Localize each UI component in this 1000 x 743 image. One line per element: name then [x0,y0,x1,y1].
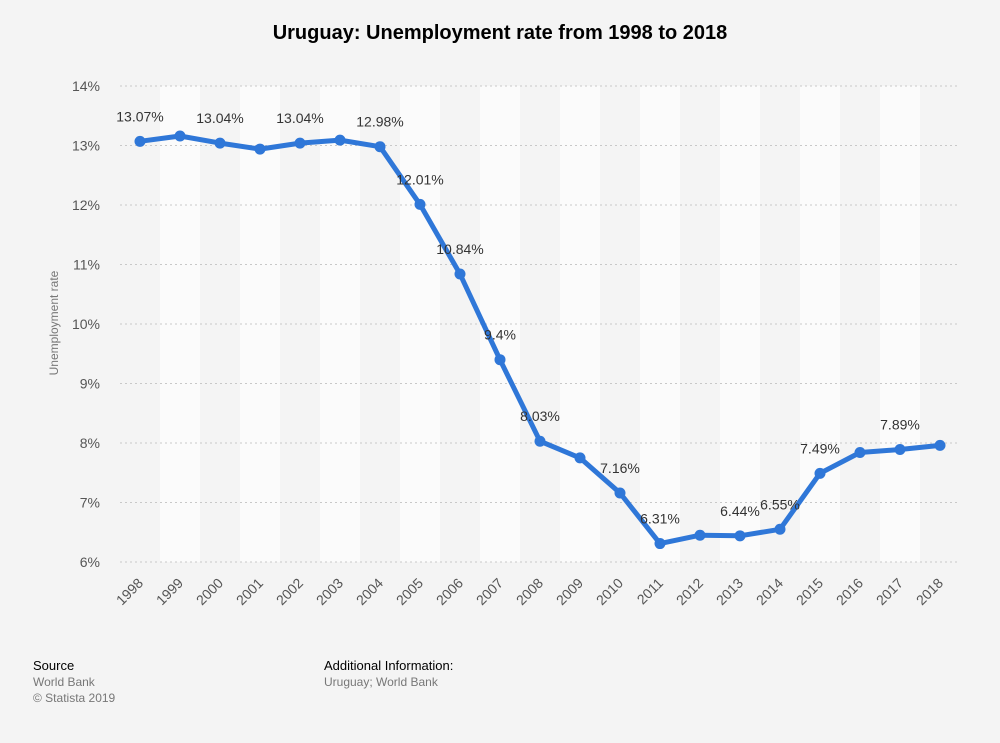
x-tick-label: 2010 [593,575,626,608]
x-tick-label: 2018 [913,575,946,608]
y-tick-label: 7% [80,495,100,511]
data-point[interactable] [494,354,506,366]
data-label: 7.49% [800,440,840,456]
y-axis-ticks: 6% 7% 8% 9% 10% 11% 12% 13% 14% [72,78,100,570]
data-point[interactable] [934,439,946,451]
source-heading: Source [33,658,75,673]
data-point[interactable] [574,452,586,464]
y-tick-label: 9% [80,376,100,392]
x-tick-label: 2012 [673,575,706,608]
y-tick-label: 13% [72,138,100,154]
data-label: 6.31% [640,511,680,527]
data-point[interactable] [654,538,666,550]
data-label: 10.84% [436,241,483,257]
x-tick-label: 2001 [233,575,266,608]
x-tick-label: 2006 [433,575,466,608]
data-label: 12.01% [396,171,443,187]
x-tick-label: 2014 [753,575,786,608]
data-points [134,130,946,550]
data-point[interactable] [534,435,546,447]
y-tick-label: 10% [72,316,100,332]
source-name[interactable]: World Bank [33,675,95,689]
data-label: 9.4% [484,327,516,343]
data-point[interactable] [374,141,386,153]
y-tick-label: 6% [80,554,100,570]
y-tick-label: 8% [80,435,100,451]
data-point[interactable] [334,134,346,146]
gridlines [120,85,960,563]
additional-info-text: Uruguay; World Bank [324,675,438,689]
data-point[interactable] [134,135,146,147]
data-labels: 13.07% 13.04% 13.04% 12.98% 12.01% 10.84% 9.4%… [116,108,920,526]
data-point[interactable] [174,130,186,142]
copyright[interactable]: © Statista 2019 [33,691,116,705]
data-point[interactable] [854,447,866,459]
x-tick-label: 2007 [473,575,506,608]
x-tick-label: 2011 [634,575,667,608]
data-point[interactable] [454,268,466,280]
y-axis-title: Unemployment rate [47,270,61,375]
y-tick-label: 11% [73,257,100,273]
data-point[interactable] [734,530,746,542]
x-tick-label: 2016 [833,575,866,608]
data-label: 6.55% [760,496,800,512]
data-point[interactable] [614,487,626,499]
x-tick-label: 2008 [513,575,546,608]
source-block: Source World Bank © Statista 2019 [33,658,115,706]
data-point[interactable] [774,523,786,535]
data-point[interactable] [814,467,826,479]
data-point[interactable] [414,198,426,210]
x-tick-label: 1999 [153,575,186,608]
data-label: 13.04% [276,110,323,126]
data-label: 6.44% [720,503,760,519]
x-tick-label: 2000 [193,575,226,608]
x-tick-label: 2015 [793,575,826,608]
data-label: 13.07% [116,108,163,124]
chart-title: Uruguay: Unemployment rate from 1998 to … [272,22,728,44]
x-tick-label: 1998 [113,575,146,608]
x-tick-label: 2003 [313,575,346,608]
additional-info-heading: Additional Information: [324,658,454,673]
additional-info-block: Additional Information: Uruguay; World B… [324,658,453,690]
data-point[interactable] [894,444,906,456]
y-tick-label: 14% [72,78,100,94]
data-point[interactable] [294,137,306,149]
x-tick-label: 2017 [873,575,906,608]
x-tick-label: 2004 [353,575,386,608]
data-label: 12.98% [356,114,403,130]
data-label: 7.89% [880,417,920,433]
data-label: 8.03% [520,408,560,424]
data-label: 13.04% [196,110,243,126]
data-point[interactable] [214,137,226,149]
data-point[interactable] [694,529,706,541]
x-tick-label: 2005 [393,575,426,608]
x-axis-ticks: 1998 1999 2000 2001 2002 2003 2004 2005 2006 2007… [113,575,946,608]
y-tick-label: 12% [72,197,100,213]
data-label: 7.16% [600,460,640,476]
data-point[interactable] [254,143,266,155]
x-tick-label: 2002 [273,575,306,608]
x-tick-label: 2009 [553,575,586,608]
x-tick-label: 2013 [713,575,746,608]
